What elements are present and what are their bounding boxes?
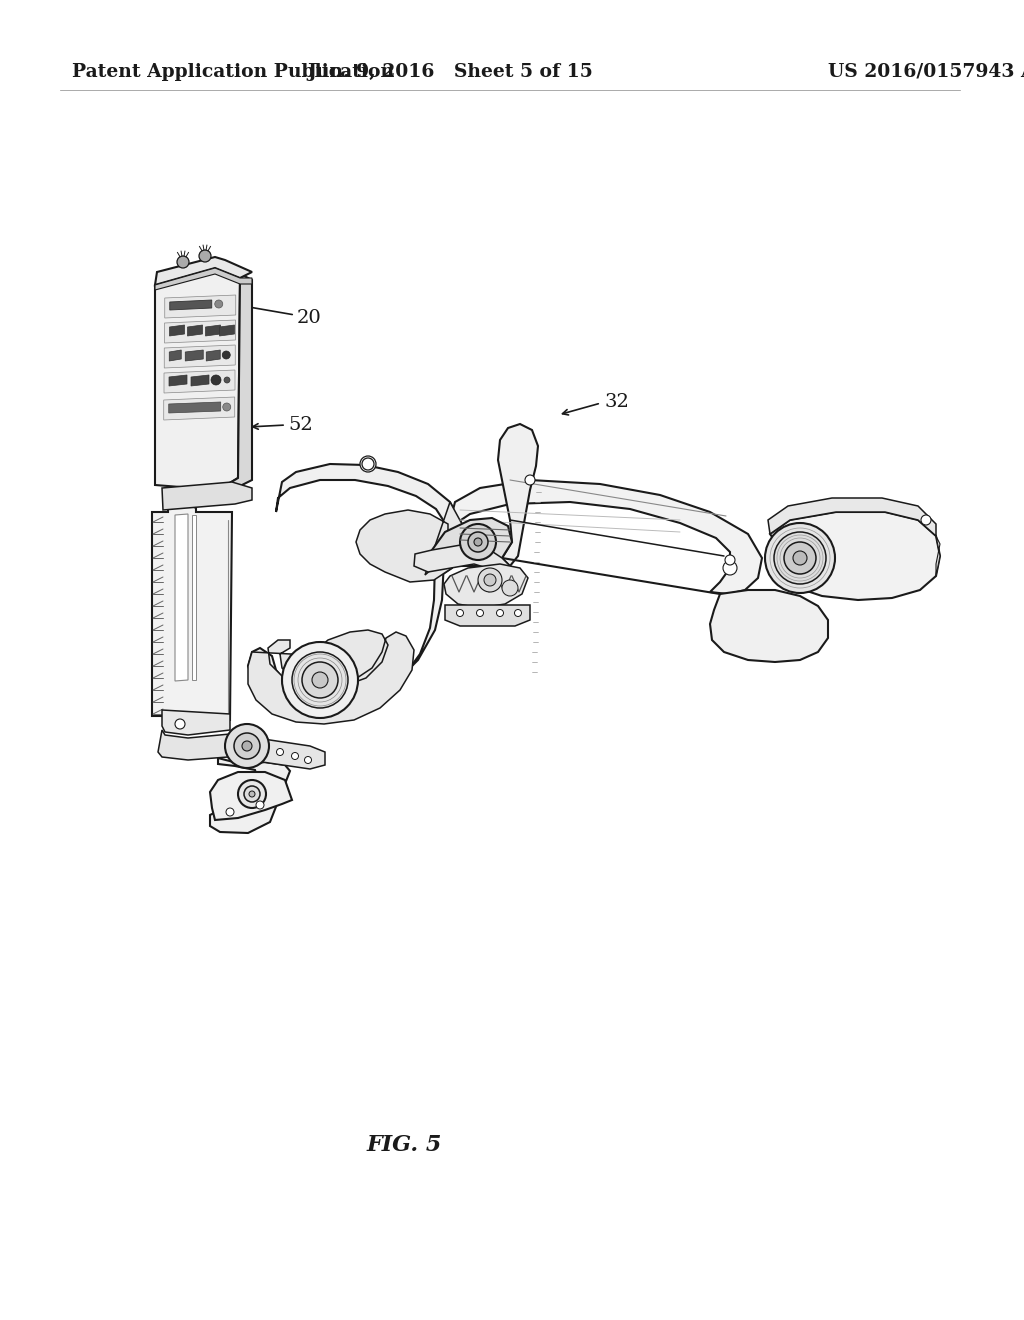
Circle shape	[292, 752, 299, 759]
Polygon shape	[768, 498, 936, 536]
Polygon shape	[158, 730, 325, 770]
Polygon shape	[185, 350, 203, 360]
Polygon shape	[165, 294, 236, 318]
Polygon shape	[152, 504, 232, 726]
Circle shape	[177, 256, 189, 268]
Polygon shape	[215, 267, 252, 492]
Circle shape	[723, 561, 737, 576]
Circle shape	[725, 554, 735, 565]
Polygon shape	[453, 480, 762, 594]
Circle shape	[765, 523, 835, 593]
Text: 20: 20	[297, 309, 322, 327]
Circle shape	[238, 780, 266, 808]
Polygon shape	[445, 605, 530, 626]
Circle shape	[249, 791, 255, 797]
Circle shape	[514, 610, 521, 616]
Polygon shape	[164, 345, 236, 368]
Polygon shape	[191, 375, 209, 385]
Polygon shape	[155, 268, 252, 290]
Circle shape	[460, 524, 496, 560]
Circle shape	[256, 801, 264, 809]
Circle shape	[222, 351, 230, 359]
Circle shape	[199, 249, 211, 261]
Polygon shape	[248, 550, 444, 710]
Polygon shape	[164, 370, 234, 393]
Polygon shape	[710, 590, 828, 663]
Circle shape	[497, 610, 504, 616]
Polygon shape	[165, 319, 236, 343]
Polygon shape	[210, 758, 290, 833]
Circle shape	[224, 378, 230, 383]
Circle shape	[226, 808, 234, 816]
Polygon shape	[193, 515, 196, 680]
Circle shape	[457, 610, 464, 616]
Circle shape	[476, 610, 483, 616]
Text: FIG. 5: FIG. 5	[367, 1134, 441, 1156]
Circle shape	[362, 458, 374, 470]
Text: 52: 52	[288, 416, 312, 434]
Circle shape	[242, 741, 252, 751]
Circle shape	[282, 642, 358, 718]
Circle shape	[784, 543, 816, 574]
Polygon shape	[414, 543, 510, 572]
Polygon shape	[432, 517, 512, 566]
Circle shape	[484, 574, 496, 586]
Circle shape	[774, 532, 826, 583]
Polygon shape	[155, 257, 252, 285]
Polygon shape	[169, 403, 221, 413]
Polygon shape	[498, 424, 538, 566]
Text: Patent Application Publication: Patent Application Publication	[72, 63, 394, 81]
Text: Jun. 9, 2016   Sheet 5 of 15: Jun. 9, 2016 Sheet 5 of 15	[307, 63, 593, 81]
Polygon shape	[169, 375, 187, 385]
Circle shape	[211, 375, 221, 385]
Polygon shape	[210, 772, 292, 820]
Circle shape	[223, 403, 230, 411]
Circle shape	[360, 455, 376, 473]
Polygon shape	[206, 350, 220, 360]
Polygon shape	[187, 325, 203, 337]
Text: US 2016/0157943 A1: US 2016/0157943 A1	[828, 63, 1024, 81]
Circle shape	[302, 663, 338, 698]
Circle shape	[502, 579, 518, 597]
Polygon shape	[170, 300, 212, 310]
Text: 32: 32	[604, 393, 629, 411]
Polygon shape	[770, 512, 940, 601]
Circle shape	[793, 550, 807, 565]
Polygon shape	[170, 325, 184, 337]
Polygon shape	[162, 710, 230, 735]
Circle shape	[468, 532, 488, 552]
Polygon shape	[155, 268, 240, 490]
Polygon shape	[356, 502, 462, 582]
Polygon shape	[276, 465, 462, 579]
Circle shape	[225, 723, 269, 768]
Circle shape	[234, 733, 260, 759]
Polygon shape	[169, 350, 181, 360]
Polygon shape	[164, 397, 234, 420]
Circle shape	[292, 652, 348, 708]
Polygon shape	[206, 325, 220, 337]
Polygon shape	[175, 513, 188, 681]
Circle shape	[478, 568, 502, 591]
Polygon shape	[248, 630, 414, 723]
Circle shape	[304, 756, 311, 763]
Circle shape	[215, 300, 223, 308]
Circle shape	[474, 539, 482, 546]
Circle shape	[921, 515, 931, 525]
Circle shape	[175, 719, 185, 729]
Circle shape	[312, 672, 328, 688]
Polygon shape	[219, 325, 234, 337]
Circle shape	[276, 748, 284, 755]
Circle shape	[244, 785, 260, 803]
Circle shape	[525, 475, 535, 484]
Polygon shape	[444, 564, 528, 609]
Polygon shape	[936, 536, 940, 576]
Polygon shape	[162, 482, 252, 510]
